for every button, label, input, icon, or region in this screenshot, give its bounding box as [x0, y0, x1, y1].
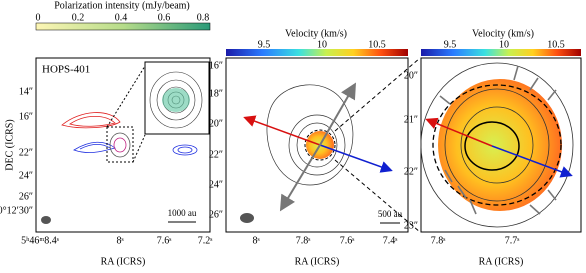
- x-tick-label: 7.8ˢ: [296, 235, 311, 246]
- panel-1: Polarization intensity (mJy/beam) 0 0.2 …: [0, 0, 212, 267]
- y-tick-label: 22″: [19, 147, 33, 158]
- beam: [41, 216, 51, 224]
- y-axis-label: DEC (ICRS): [4, 119, 15, 170]
- y-tick-label: 16″: [19, 111, 33, 122]
- x-axis-label: RA (ICRS): [101, 256, 146, 267]
- contours: [266, 84, 354, 186]
- disk-outline: [304, 129, 336, 161]
- velocity-map: [438, 79, 562, 211]
- blue-outflow: [319, 144, 393, 173]
- colorbar-tick: 0.8: [197, 12, 210, 23]
- y-tick-label: 16″: [209, 60, 223, 71]
- x-tick-label: 7.7ˢ: [505, 235, 520, 246]
- x-tick-label: 5ʰ46ᵐ8.4ˢ: [21, 235, 59, 246]
- x-tick-label: 7.4ˢ: [383, 235, 398, 246]
- zoom-line: [334, 159, 421, 233]
- x-axis-label: RA (ICRS): [479, 256, 524, 267]
- colorbar-label: Polarization intensity (mJy/beam): [54, 0, 190, 11]
- scalebar-label: 1000 au: [168, 208, 197, 218]
- colorbar-tick: 0.2: [72, 12, 85, 23]
- contours: [420, 62, 574, 228]
- contours: [61, 112, 198, 158]
- polarization-vectors: [439, 65, 557, 215]
- x-tick-label: 7.8ˢ: [431, 235, 446, 246]
- colorbar: [421, 49, 581, 56]
- x-tick-label: 7.6ˢ: [157, 235, 172, 246]
- x-tick-label: 8ˢ: [252, 235, 259, 246]
- axis-arrow: [319, 82, 356, 146]
- red-outflow: [243, 115, 321, 146]
- scalebar-label: 500 au: [378, 209, 403, 219]
- beam: [240, 213, 254, 223]
- zoom-line: [334, 57, 421, 132]
- disk-outline: [432, 84, 562, 206]
- colorbar-tick: 9.5: [258, 39, 271, 50]
- y-tick-label: 21″: [404, 114, 418, 125]
- y-tick-label: 26″: [209, 209, 223, 220]
- colorbar-tick: 10: [499, 39, 509, 50]
- colorbar-tick: 0.4: [115, 12, 128, 23]
- y-tick-label: 22″: [209, 149, 223, 160]
- colorbar: [35, 22, 211, 31]
- colorbar-label: Velocity (km/s): [472, 28, 534, 39]
- x-tick-label: 7.6ˢ: [340, 235, 355, 246]
- y-tick-label: -0°12′30″: [0, 205, 33, 216]
- colorbar-tick: 9.5: [444, 39, 457, 50]
- colorbar-tick: 10.5: [368, 39, 386, 50]
- y-tick-label: 24″: [209, 179, 223, 190]
- x-tick-label: 7.2ˢ: [198, 235, 213, 246]
- y-tick-label: 14″: [19, 86, 33, 97]
- y-tick-label: 23″: [404, 220, 418, 231]
- inner-ring: [464, 121, 520, 171]
- panel-2: Velocity (km/s) 9.5 10 10.5 500 au 16″ 1…: [209, 28, 409, 267]
- zoom-line: [132, 134, 146, 163]
- red-outflow: [425, 117, 493, 147]
- axis-arrow: [279, 144, 321, 212]
- y-tick-label: 20″: [404, 70, 418, 81]
- colorbar-tick: 0: [36, 12, 41, 23]
- y-tick-label: 22″: [404, 166, 418, 177]
- colorbar-tick: 10: [317, 39, 327, 50]
- blue-outflow: [491, 145, 573, 178]
- panel-3: Velocity (km/s) 9.5 10 10.5 20″ 21″ 22″ …: [404, 28, 582, 267]
- source-label: HOPS-401: [42, 64, 90, 76]
- polarization-map: [162, 88, 190, 112]
- zoom-box: [106, 126, 134, 163]
- x-tick-label: 8ˢ: [116, 235, 123, 246]
- y-tick-label: 18″: [209, 88, 223, 99]
- colorbar-tick: 10.5: [547, 39, 565, 50]
- y-tick-label: 24″: [19, 170, 33, 181]
- y-tick-label: 26″: [19, 191, 33, 202]
- colorbar: [226, 49, 408, 56]
- y-tick-label: 20″: [209, 118, 223, 129]
- colorbar-tick: 0.6: [158, 12, 171, 23]
- x-axis-label: RA (ICRS): [295, 256, 340, 267]
- colorbar-label: Velocity (km/s): [285, 28, 347, 39]
